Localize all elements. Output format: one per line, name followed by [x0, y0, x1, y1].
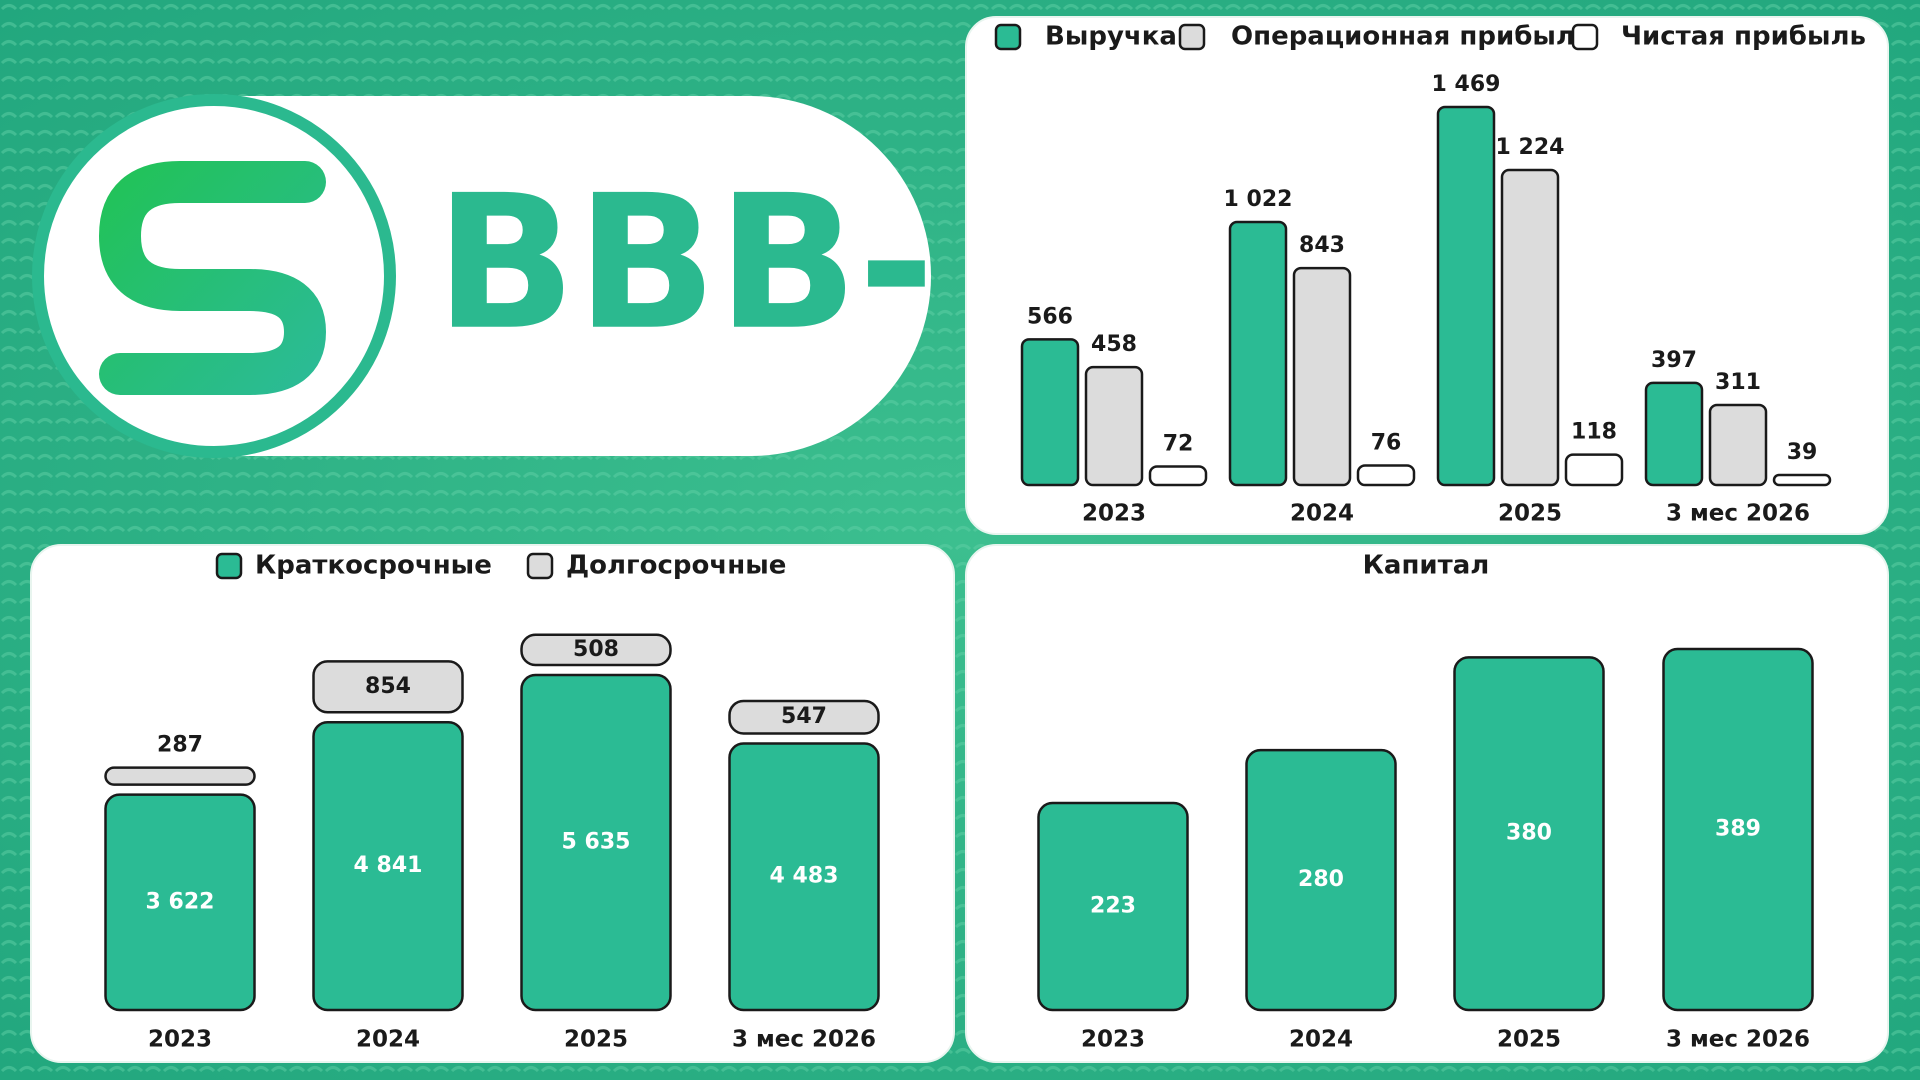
- value-label: 118: [1571, 420, 1617, 445]
- bar: [1020, 338, 1080, 487]
- legend-swatch: [1571, 23, 1599, 51]
- bar-segment: [728, 699, 880, 735]
- x-tick-label: 2023: [1081, 1027, 1145, 1053]
- value-label: 223: [1090, 894, 1136, 919]
- x-tick-label: 2024: [356, 1027, 420, 1053]
- legend-swatch: [215, 552, 243, 580]
- value-label: 3 622: [146, 889, 215, 914]
- bar-segment: [312, 720, 464, 1012]
- bar: [1662, 647, 1814, 1012]
- bar: [1356, 464, 1416, 487]
- legend-label: Операционная прибыль: [1231, 22, 1591, 52]
- bar: [1644, 381, 1704, 487]
- rating: BBB-: [435, 155, 935, 371]
- value-label: 397: [1651, 348, 1697, 373]
- x-tick-label: 3 мес 2026: [1666, 501, 1810, 527]
- value-label: 854: [365, 674, 411, 699]
- legend-label: Долгосрочные: [566, 551, 786, 581]
- x-tick-label: 2023: [148, 1027, 212, 1053]
- value-label: 566: [1027, 304, 1073, 329]
- value-label: 5 635: [562, 830, 631, 855]
- chart-title: Капитал: [1363, 551, 1490, 581]
- legend-label: Выручка: [1045, 22, 1177, 52]
- bar-segment: [312, 660, 464, 714]
- legend-swatch: [1178, 23, 1206, 51]
- legend-swatch: [526, 552, 554, 580]
- bar: [1245, 748, 1397, 1012]
- value-label: 380: [1506, 821, 1552, 846]
- value-label: 72: [1163, 431, 1194, 456]
- value-label: 389: [1715, 817, 1761, 842]
- x-tick-label: 3 мес 2026: [732, 1027, 876, 1053]
- bar: [1564, 453, 1624, 487]
- value-label: 76: [1371, 430, 1402, 455]
- value-label: 280: [1298, 867, 1344, 892]
- bar: [1708, 403, 1768, 487]
- x-tick-label: 2025: [1497, 1027, 1561, 1053]
- value-label: 1 224: [1496, 135, 1565, 160]
- bar: [1453, 656, 1605, 1012]
- bar: [1772, 473, 1832, 487]
- value-label: 4 841: [354, 853, 423, 878]
- bar: [1436, 105, 1496, 487]
- bar-segment: [728, 742, 880, 1012]
- x-tick-label: 2025: [564, 1027, 628, 1053]
- value-label: 547: [781, 704, 827, 729]
- bar-segment: [104, 793, 256, 1012]
- bar: [1037, 801, 1189, 1012]
- bar: [1292, 266, 1352, 487]
- value-label: 843: [1299, 233, 1345, 258]
- value-label: 311: [1715, 370, 1761, 395]
- legend-label: Краткосрочные: [255, 551, 492, 581]
- panel: [30, 544, 955, 1063]
- value-label: 287: [157, 733, 203, 758]
- value-label: 4 483: [770, 864, 839, 889]
- logo-icon: [99, 161, 326, 395]
- x-tick-label: 2023: [1082, 501, 1146, 527]
- x-tick-label: 2025: [1498, 501, 1562, 527]
- bar-segment: [104, 766, 256, 786]
- value-label: 508: [573, 637, 619, 662]
- value-label: 39: [1787, 440, 1818, 465]
- legend-swatch: [994, 23, 1022, 51]
- bar: [1148, 465, 1208, 487]
- value-label: 1 469: [1432, 72, 1501, 97]
- bar-segment: [520, 673, 672, 1012]
- x-tick-label: 2024: [1290, 501, 1354, 527]
- panel: [965, 544, 1889, 1063]
- bar: [1500, 168, 1560, 487]
- x-tick-label: 2024: [1289, 1027, 1353, 1053]
- legend-label: Чистая прибыль: [1621, 22, 1866, 52]
- bar: [1228, 220, 1288, 487]
- value-label: 1 022: [1224, 187, 1293, 212]
- x-tick-label: 3 мес 2026: [1666, 1027, 1810, 1053]
- bar: [1084, 365, 1144, 487]
- value-label: 458: [1091, 332, 1137, 357]
- bar-segment: [520, 633, 672, 667]
